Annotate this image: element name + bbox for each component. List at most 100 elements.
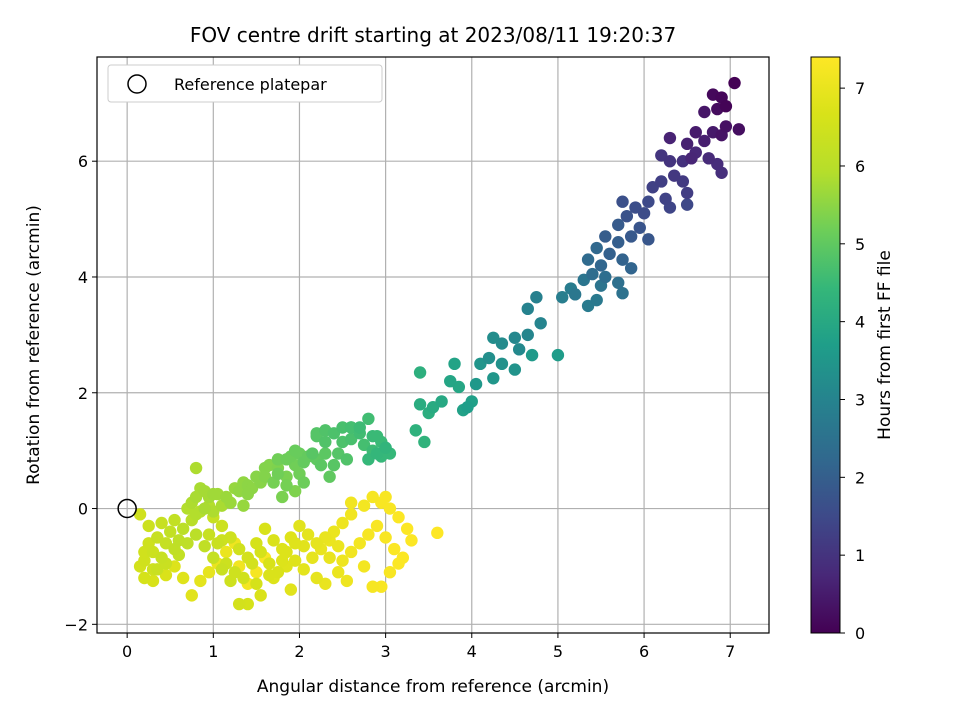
data-point	[344, 508, 358, 521]
data-point	[336, 516, 349, 530]
data-point	[155, 551, 168, 564]
colorbar-tick-label: 5	[855, 235, 865, 254]
data-point	[254, 589, 267, 602]
data-point	[663, 155, 677, 168]
data-point	[155, 516, 168, 530]
data-point	[215, 519, 229, 533]
data-point	[594, 259, 608, 272]
data-point	[534, 317, 547, 330]
chart-title: FOV centre drift starting at 2023/08/11 …	[190, 23, 676, 47]
data-point	[189, 461, 203, 475]
data-point	[142, 519, 155, 533]
colorbar-ticks: 0 1 2 3 4 5 6 7	[840, 79, 865, 643]
data-point	[138, 571, 151, 585]
data-point	[267, 534, 280, 547]
y-tick-label: 6	[78, 152, 88, 171]
data-point	[310, 537, 323, 550]
data-point	[220, 545, 233, 559]
data-point	[413, 398, 427, 411]
data-point	[590, 241, 603, 255]
data-point	[288, 537, 302, 550]
data-point	[680, 198, 694, 211]
data-point	[663, 131, 677, 145]
data-point	[642, 195, 655, 208]
data-point	[353, 537, 366, 550]
data-point	[353, 421, 366, 434]
data-point	[620, 209, 634, 223]
data-point	[362, 528, 375, 541]
data-point	[383, 566, 397, 579]
data-point	[185, 589, 198, 602]
data-points	[133, 76, 746, 611]
data-point	[508, 331, 522, 344]
data-point	[297, 563, 310, 576]
colorbar-tick-label: 2	[855, 468, 865, 487]
x-axis-label: Angular distance from reference (arcmin)	[257, 677, 609, 697]
data-point	[616, 195, 629, 208]
data-point	[495, 337, 509, 350]
data-point	[306, 551, 319, 564]
x-tick-label: 2	[294, 642, 304, 661]
data-point	[698, 105, 711, 119]
data-point	[258, 522, 272, 535]
colorbar-tick-label: 4	[855, 313, 865, 332]
colorbar-label: Hours from first FF file	[875, 250, 895, 440]
data-point	[448, 357, 461, 371]
y-axis-ticks: −2 0 2 4 6	[64, 152, 97, 634]
data-point	[482, 351, 496, 365]
y-tick-label: −2	[64, 615, 88, 634]
data-point	[332, 539, 345, 553]
y-axis-label: Rotation from reference (arcmin)	[24, 205, 44, 485]
data-point	[685, 152, 698, 165]
data-point	[288, 554, 302, 567]
grid-lines	[97, 57, 769, 633]
data-point	[168, 513, 181, 527]
data-point	[732, 123, 746, 136]
data-point	[616, 286, 629, 300]
data-point	[659, 192, 672, 206]
colorbar-tick-label: 6	[855, 157, 865, 176]
data-point	[245, 557, 259, 570]
data-point	[228, 566, 242, 579]
data-point	[581, 253, 595, 266]
data-point	[431, 526, 444, 540]
data-point	[680, 137, 694, 151]
data-point	[586, 267, 599, 281]
data-point	[461, 401, 474, 414]
data-point	[624, 230, 638, 243]
data-point	[357, 560, 371, 573]
data-point	[254, 545, 267, 559]
data-point	[388, 542, 401, 556]
legend-marker-icon	[127, 74, 147, 94]
data-point	[241, 487, 254, 501]
data-point	[232, 597, 246, 611]
data-point	[366, 490, 379, 504]
data-point	[366, 580, 379, 593]
data-point	[413, 366, 427, 379]
data-point	[603, 247, 616, 261]
data-point	[612, 276, 625, 289]
colorbar-tick-label: 1	[855, 546, 865, 565]
x-tick-label: 1	[208, 642, 218, 661]
data-point	[551, 348, 565, 362]
data-point	[495, 357, 509, 371]
data-point	[198, 502, 211, 515]
data-point	[293, 519, 306, 533]
data-point	[189, 528, 203, 541]
data-point	[379, 441, 392, 454]
x-axis-ticks: 0 1 2 3 4 5 6 7	[122, 633, 735, 661]
x-tick-label: 3	[381, 642, 391, 661]
data-point	[405, 534, 418, 547]
data-point	[323, 470, 336, 483]
data-point	[198, 539, 211, 553]
data-point	[310, 571, 323, 585]
data-point	[194, 574, 207, 588]
data-point	[508, 363, 522, 376]
data-point	[392, 511, 405, 524]
data-point	[633, 221, 646, 234]
data-point	[512, 343, 526, 356]
data-point	[202, 566, 216, 579]
data-point	[271, 453, 285, 466]
data-point	[323, 551, 336, 564]
